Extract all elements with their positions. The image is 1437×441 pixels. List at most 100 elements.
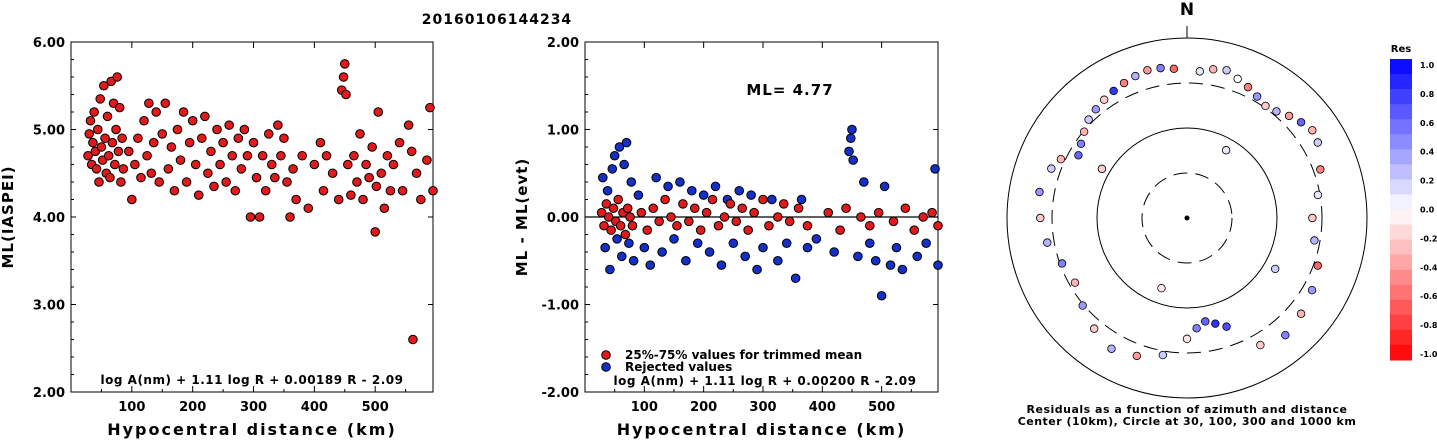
- colorbar-segment: [1390, 194, 1412, 210]
- polar-residual-point: [1261, 101, 1270, 111]
- polar-residual-point: [1078, 301, 1087, 310]
- middle-trimmed-point: [749, 207, 759, 218]
- middle-rejected-point: [602, 185, 613, 196]
- middle-trimmed-point: [666, 212, 676, 222]
- middle-trimmed-point: [684, 216, 694, 227]
- colorbar-tick-label: 0.8: [1420, 90, 1435, 99]
- middle-trimmed-point: [784, 216, 795, 227]
- middle-rejected-point: [773, 255, 783, 266]
- colorbar-segment: [1390, 224, 1412, 241]
- middle-rejected-point: [692, 238, 703, 249]
- left-data-point: [227, 150, 238, 161]
- left-data-point: [224, 120, 234, 130]
- middle-trimmed-point: [596, 207, 607, 218]
- middle-rejected-point: [597, 172, 608, 183]
- middle-rejected-point: [859, 177, 869, 187]
- middle-xtick-label: 500: [868, 400, 895, 415]
- left-xtick-label: 100: [118, 400, 145, 415]
- colorbar-tick-label: 1.0: [1420, 61, 1435, 70]
- middle-trimmed-point: [608, 203, 619, 214]
- left-data-point: [349, 150, 359, 161]
- middle-trimmed-point: [778, 199, 789, 209]
- polar-residual-point: [1252, 92, 1262, 101]
- middle-trimmed-point: [599, 220, 609, 231]
- legend-rejected-label: Rejected values: [625, 360, 732, 374]
- left-data-point: [91, 164, 102, 174]
- left-data-point: [379, 203, 390, 214]
- colorbar-title: Res: [1391, 44, 1411, 55]
- left-data-point: [376, 168, 387, 179]
- figure-title: 20160106144234: [422, 12, 572, 28]
- polar-residual-point: [1109, 86, 1118, 96]
- colorbar-tick-label: -0.6: [1420, 292, 1437, 301]
- middle-rejected-point: [847, 124, 857, 135]
- middle-trimmed-point: [606, 225, 616, 235]
- left-data-point: [136, 172, 146, 183]
- polar-residual-point: [1313, 261, 1322, 270]
- left-data-point: [321, 150, 332, 161]
- middle-trimmed-point: [713, 220, 724, 231]
- left-data-point: [408, 334, 418, 345]
- middle-rejected-point: [746, 190, 756, 200]
- left-data-point: [273, 120, 283, 130]
- middle-rejected-point: [681, 255, 691, 266]
- middle-rejected-point: [633, 190, 644, 200]
- middle-xtick-label: 200: [690, 400, 717, 415]
- left-data-point: [367, 142, 377, 152]
- middle-rejected-point: [734, 185, 745, 196]
- left-data-point: [95, 94, 106, 104]
- polar-center-dot: [1184, 215, 1190, 221]
- polar-residual-point: [1270, 264, 1280, 274]
- polar-residual-point: [1307, 285, 1317, 295]
- left-data-point: [127, 194, 137, 205]
- middle-rejected-point: [669, 234, 679, 244]
- colorbar-tick-label: -0.2: [1420, 234, 1437, 243]
- middle-rejected-point: [885, 260, 896, 270]
- middle-rejected-point: [829, 247, 839, 257]
- polar-residual-point: [1157, 283, 1166, 293]
- middle-trimmed-point: [719, 212, 730, 222]
- left-data-point: [146, 168, 157, 179]
- left-formula: log A(nm) + 1.11 log R + 0.00189 R - 2.0…: [101, 373, 404, 387]
- left-data-point: [157, 129, 168, 139]
- middle-xtick-label: 100: [631, 400, 658, 415]
- left-data-point: [102, 111, 113, 122]
- left-data-point: [416, 194, 426, 205]
- left-data-point: [260, 185, 271, 196]
- legend-rejected-marker: [601, 362, 611, 372]
- middle-rejected-point: [891, 242, 902, 253]
- colorbar-segment: [1390, 344, 1412, 361]
- middle-trimmed-point: [648, 203, 659, 214]
- middle-trimmed-point: [636, 207, 647, 218]
- left-data-point: [181, 177, 192, 187]
- polar-residual-point: [1233, 74, 1242, 84]
- colorbar-tick-label: -0.4: [1420, 263, 1437, 272]
- left-data-point: [309, 159, 320, 170]
- polar-residual-point: [1091, 105, 1101, 114]
- left-data-point: [96, 142, 107, 152]
- colorbar-segment: [1390, 254, 1412, 271]
- polar-residual-point: [1156, 63, 1165, 73]
- left-data-point: [385, 185, 396, 196]
- left-data-point: [343, 159, 353, 170]
- left-data-point: [187, 115, 198, 126]
- left-data-point: [352, 177, 362, 187]
- left-data-point: [130, 159, 140, 170]
- middle-rejected-point: [870, 255, 881, 266]
- middle-ytick-label: -2.00: [542, 386, 579, 401]
- polar-residual-point: [1107, 344, 1116, 353]
- middle-trimmed-point: [864, 220, 875, 231]
- middle-rejected-point: [663, 181, 673, 192]
- left-data-point: [279, 133, 289, 144]
- left-data-point: [248, 137, 259, 148]
- left-data-point: [364, 172, 374, 183]
- polar-residual-point: [1308, 213, 1317, 223]
- legend-trimmed-marker: [601, 350, 611, 360]
- polar-residual-point: [1222, 322, 1231, 331]
- left-data-point: [333, 194, 344, 205]
- middle-rejected-point: [781, 238, 792, 249]
- left-data-point: [163, 164, 174, 174]
- colorbar-segment: [1390, 239, 1412, 256]
- left-data-point: [83, 150, 93, 161]
